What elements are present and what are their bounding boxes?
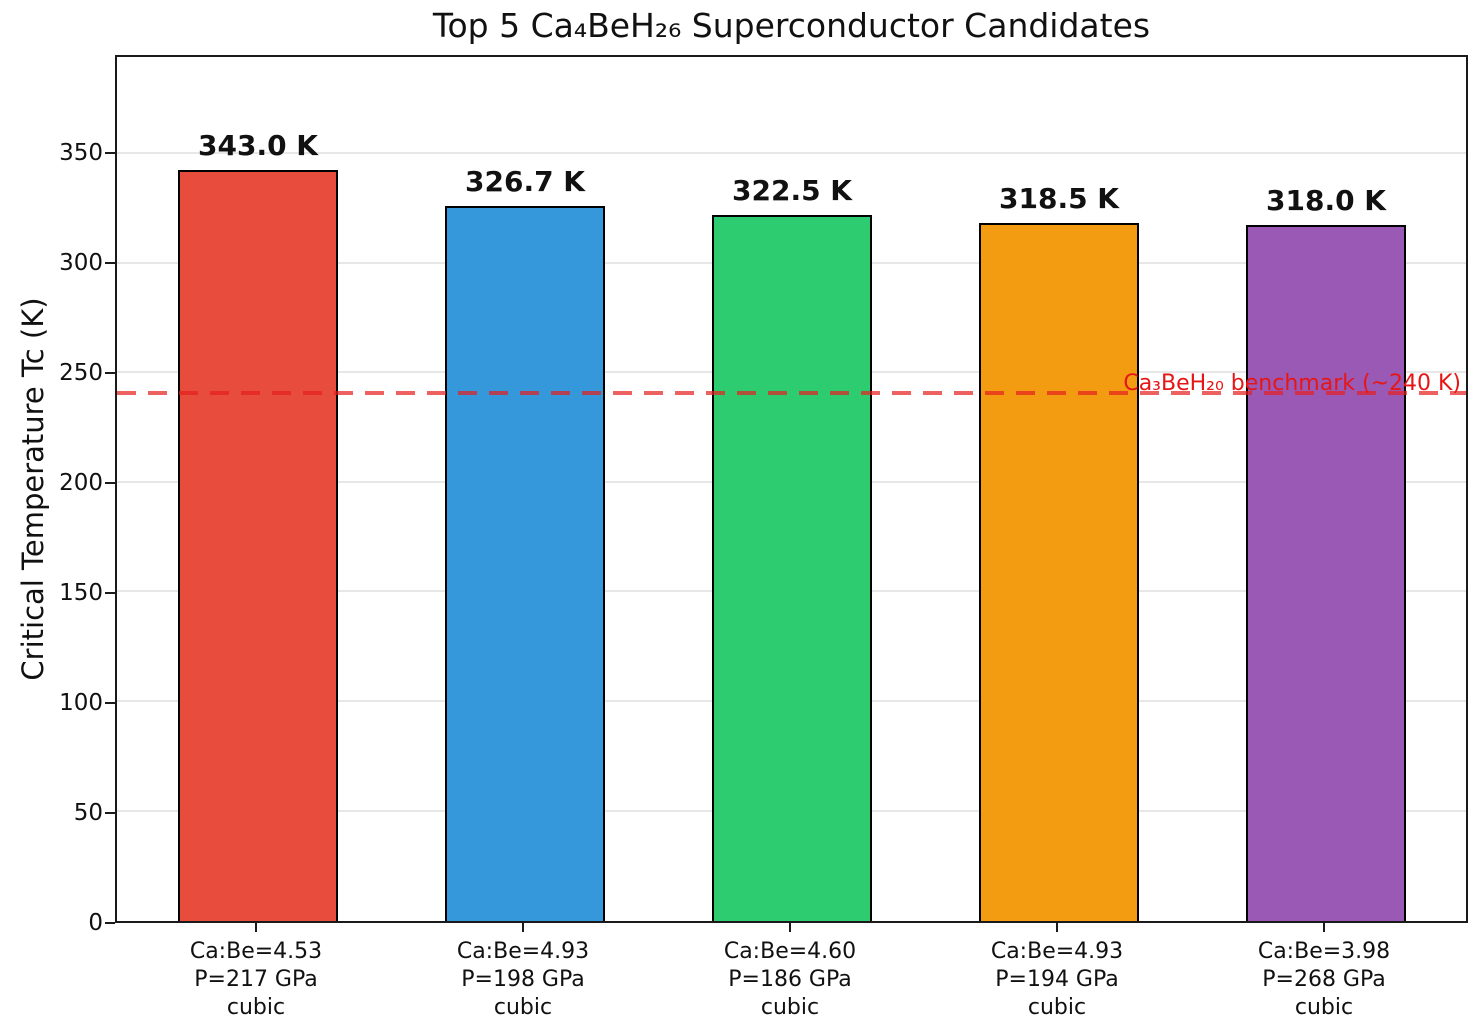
y-tick-mark — [105, 481, 115, 484]
x-category-label: Ca:Be=4.93 P=194 GPa cubic — [990, 939, 1124, 1020]
y-tick-mark — [105, 591, 115, 594]
bar — [979, 223, 1139, 921]
y-tick-mark — [105, 371, 115, 374]
bar — [1246, 224, 1406, 921]
bar — [178, 169, 338, 921]
x-category-label: Ca:Be=4.93 P=198 GPa cubic — [456, 939, 590, 1020]
bar — [445, 205, 605, 921]
gridline — [117, 152, 1466, 155]
x-tick-mark — [522, 923, 524, 932]
bar-value-label: 343.0 K — [197, 128, 319, 162]
y-tick-label: 350 — [59, 139, 103, 166]
y-tick-mark — [105, 811, 115, 814]
y-tick-label: 50 — [73, 799, 103, 826]
y-tick-mark — [105, 922, 115, 924]
y-tick-mark — [105, 261, 115, 264]
y-tick-label: 100 — [59, 689, 103, 716]
bar-value-label: 326.7 K — [464, 164, 586, 198]
x-category-label: Ca:Be=4.60 P=186 GPa cubic — [723, 939, 857, 1020]
y-tick-label: 250 — [59, 359, 103, 386]
bar-value-label: 318.0 K — [1265, 183, 1387, 217]
bar — [712, 214, 872, 921]
y-tick-mark — [105, 701, 115, 704]
y-tick-label: 150 — [59, 579, 103, 606]
plot-area: Ca₃BeH₂₀ benchmark (~240 K) 343.0 K 326.… — [115, 55, 1468, 923]
y-tick-label: 0 — [88, 910, 103, 936]
benchmark-label: Ca₃BeH₂₀ benchmark (~240 K) — [1123, 371, 1461, 397]
x-tick-mark — [1323, 923, 1325, 932]
benchmark-line — [117, 391, 1466, 396]
y-tick-label: 300 — [59, 249, 103, 276]
bar-value-label: 318.5 K — [998, 182, 1120, 216]
x-category-label: Ca:Be=4.53 P=217 GPa cubic — [189, 939, 323, 1020]
y-tick-mark — [105, 151, 115, 154]
x-category-label: Ca:Be=3.98 P=268 GPa cubic — [1257, 939, 1391, 1020]
x-tick-mark — [789, 923, 791, 932]
chart-title: Top 5 Ca₄BeH₂₆ Superconductor Candidates — [432, 6, 1151, 45]
y-tick-label: 200 — [59, 469, 103, 496]
x-tick-mark — [1056, 923, 1058, 932]
bar-value-label: 322.5 K — [731, 173, 853, 207]
x-tick-mark — [255, 923, 257, 932]
